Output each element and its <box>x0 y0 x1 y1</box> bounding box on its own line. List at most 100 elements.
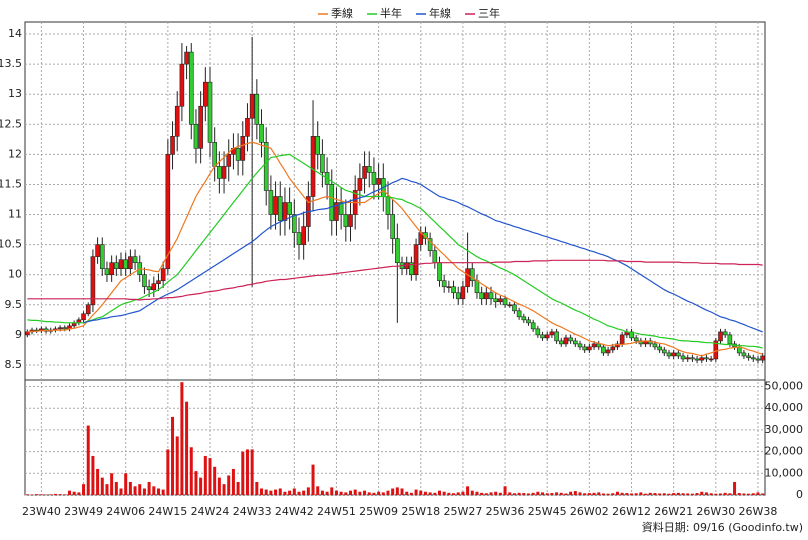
candle-body <box>676 352 681 357</box>
volume-bar <box>526 493 530 495</box>
volume-bar <box>124 473 128 495</box>
volume-bar <box>185 401 189 495</box>
candle-body <box>184 51 189 65</box>
volume-bar <box>255 481 259 495</box>
volume-bar <box>531 492 535 495</box>
candle-body <box>502 298 508 306</box>
candle-body <box>507 304 513 307</box>
volume-bar <box>503 486 507 495</box>
candle-body <box>512 304 517 312</box>
candle-body <box>142 274 147 288</box>
volume-bar <box>714 493 718 495</box>
x-tick-label: 25W18 <box>401 505 440 518</box>
candle-body <box>146 286 152 291</box>
candle-body <box>516 310 522 318</box>
candle-body <box>254 93 260 125</box>
candle-body <box>160 268 166 282</box>
candle-body <box>596 343 602 348</box>
candle-body <box>292 214 297 233</box>
candle-body <box>226 154 232 167</box>
candle-body <box>81 313 86 321</box>
volume-bar <box>395 487 399 495</box>
volume-bar <box>414 489 418 495</box>
y-tick-label: 11.5 <box>0 177 22 190</box>
candle-body <box>287 202 292 215</box>
candle-body <box>282 202 288 221</box>
candle-body <box>465 268 470 288</box>
volume-bar <box>152 486 156 495</box>
y-tick-label: 13 <box>8 87 22 100</box>
volume-bar <box>747 493 751 495</box>
candle-body <box>605 349 611 354</box>
volume-bar <box>231 468 235 495</box>
candle-body <box>390 214 395 239</box>
candle-body <box>207 81 213 143</box>
volume-bar <box>578 492 582 495</box>
candle-body <box>722 331 728 336</box>
candle-body <box>549 331 555 336</box>
volume-bar <box>119 488 123 495</box>
candle-body <box>633 337 639 342</box>
volume-bar <box>592 492 596 495</box>
candle-body <box>165 154 171 269</box>
y-tick-label: 8.5 <box>5 358 23 371</box>
candle-body <box>441 280 447 288</box>
volume-bar <box>597 492 601 495</box>
candle-body <box>128 256 133 269</box>
volume-bar <box>372 492 376 495</box>
x-tick-label: 26W12 <box>612 505 651 518</box>
x-tick-label: 23W40 <box>22 505 61 518</box>
candle-body <box>713 340 719 360</box>
volume-bar <box>199 477 203 495</box>
volume-bar <box>672 493 676 495</box>
volume-bar <box>550 493 554 495</box>
volume-bar <box>363 490 367 495</box>
x-tick-label: 26W02 <box>570 505 609 518</box>
y2-tick-label: 0 <box>796 488 803 501</box>
candle-body <box>371 172 377 185</box>
y-tick-label: 11 <box>8 208 22 221</box>
candle-body <box>104 268 110 276</box>
volume-bar <box>545 493 549 495</box>
legend-label: 三年 <box>478 6 500 20</box>
x-tick-label: 26W38 <box>739 505 778 518</box>
volume-bar <box>437 490 441 495</box>
volume-bar <box>100 477 104 495</box>
candle-body <box>451 286 456 294</box>
volume-bar <box>25 494 29 495</box>
candle-body <box>362 166 367 179</box>
candle-body <box>694 358 700 361</box>
ma-line <box>27 153 763 349</box>
volume-bar <box>381 492 385 495</box>
volume-bar <box>690 493 694 495</box>
volume-bar <box>728 493 732 495</box>
volume-bar <box>541 492 545 495</box>
candle-body <box>212 142 217 167</box>
volume-bar <box>522 493 526 495</box>
candle-body <box>727 334 733 345</box>
candle-body <box>708 358 714 361</box>
candle-body <box>718 331 723 342</box>
candle-body <box>409 262 414 276</box>
x-tick-label: 24W06 <box>106 505 145 518</box>
candle-body <box>348 214 353 227</box>
volume-bar <box>213 466 217 495</box>
volume-bar <box>737 493 741 495</box>
volume-bar <box>573 491 577 495</box>
candle-body <box>395 238 400 263</box>
volume-bar <box>217 477 221 495</box>
volume-bar <box>419 490 423 495</box>
candle-body <box>385 196 391 215</box>
volume-bar <box>653 493 657 495</box>
volume-bar <box>194 471 198 495</box>
candle-body <box>469 268 475 282</box>
volume-bar <box>475 491 479 495</box>
candle-body <box>498 298 503 303</box>
volume-bar <box>625 493 629 495</box>
volume-bar <box>171 416 175 495</box>
candle-body <box>99 244 105 269</box>
candle-body <box>376 178 381 185</box>
volume-bar <box>339 491 343 495</box>
volume-bar <box>695 493 699 495</box>
